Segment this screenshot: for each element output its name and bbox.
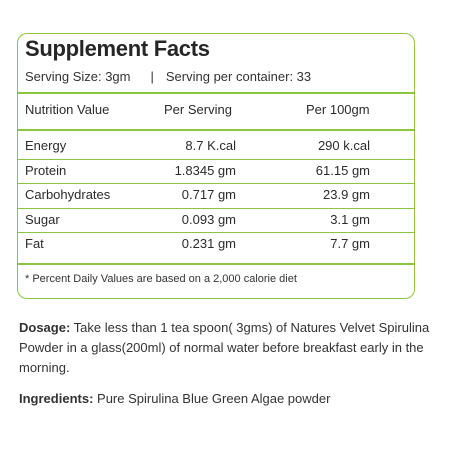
divider bbox=[18, 159, 414, 160]
table-row: Carbohydrates 0.717 gm 23.9 gm bbox=[18, 185, 414, 207]
dosage-paragraph: Dosage: Take less than 1 tea spoon( 3gms… bbox=[19, 318, 439, 378]
per-100g-value: 7.7 gm bbox=[330, 236, 370, 251]
supplement-facts-panel: Supplement Facts Serving Size: 3gm | Servi… bbox=[17, 33, 415, 299]
per-100g-value: 23.9 gm bbox=[323, 187, 370, 202]
ingredients-label: Ingredients: bbox=[19, 391, 94, 406]
divider bbox=[18, 232, 414, 233]
divider bbox=[18, 129, 414, 131]
divider bbox=[18, 263, 414, 265]
nutrient-name: Energy bbox=[25, 138, 67, 153]
table-row: Protein 1.8345 gm 61.15 gm bbox=[18, 161, 414, 183]
dosage-label: Dosage: bbox=[19, 320, 71, 335]
per-serving-value: 0.093 gm bbox=[181, 212, 236, 227]
dosage-text: Take less than 1 tea spoon( 3gms) of Nat… bbox=[19, 320, 430, 375]
per-serving-value: 0.717 gm bbox=[181, 187, 236, 202]
table-header: Nutrition Value Per Serving Per 100gm bbox=[18, 100, 414, 122]
nutrient-name: Sugar bbox=[25, 212, 60, 227]
per-100g-value: 290 k.cal bbox=[317, 138, 370, 153]
column-header-nutrition: Nutrition Value bbox=[25, 102, 110, 117]
divider bbox=[18, 183, 414, 184]
nutrient-name: Fat bbox=[25, 236, 44, 251]
serving-separator: | bbox=[150, 69, 154, 84]
column-header-per-serving: Per Serving bbox=[164, 102, 232, 117]
table-row: Energy 8.7 K.cal 290 k.cal bbox=[18, 136, 414, 158]
divider bbox=[18, 92, 414, 94]
nutrient-name: Protein bbox=[25, 163, 67, 178]
facts-title: Supplement Facts bbox=[25, 36, 210, 61]
ingredients-text: Pure Spirulina Blue Green Algae powder bbox=[93, 391, 331, 406]
column-header-per-100g: Per 100gm bbox=[306, 102, 370, 117]
daily-value-footnote: * Percent Daily Values are based on a 2,… bbox=[25, 273, 297, 285]
table-row: Fat 0.231 gm 7.7 gm bbox=[18, 234, 414, 256]
table-row: Sugar 0.093 gm 3.1 gm bbox=[18, 210, 414, 232]
per-100g-value: 61.15 gm bbox=[315, 163, 370, 178]
per-serving-value: 8.7 K.cal bbox=[185, 138, 236, 153]
per-100g-value: 3.1 gm bbox=[330, 212, 370, 227]
nutrient-name: Carbohydrates bbox=[25, 187, 111, 202]
divider bbox=[18, 208, 414, 209]
serving-size: Serving Size: 3gm bbox=[25, 69, 131, 84]
ingredients-paragraph: Ingredients: Pure Spirulina Blue Green A… bbox=[19, 389, 439, 409]
per-serving-value: 0.231 gm bbox=[181, 236, 236, 251]
serving-info: Serving Size: 3gm | Serving per container:… bbox=[25, 69, 311, 84]
servings-per-container: Serving per container: 33 bbox=[165, 69, 312, 84]
per-serving-value: 1.8345 gm bbox=[174, 163, 236, 178]
